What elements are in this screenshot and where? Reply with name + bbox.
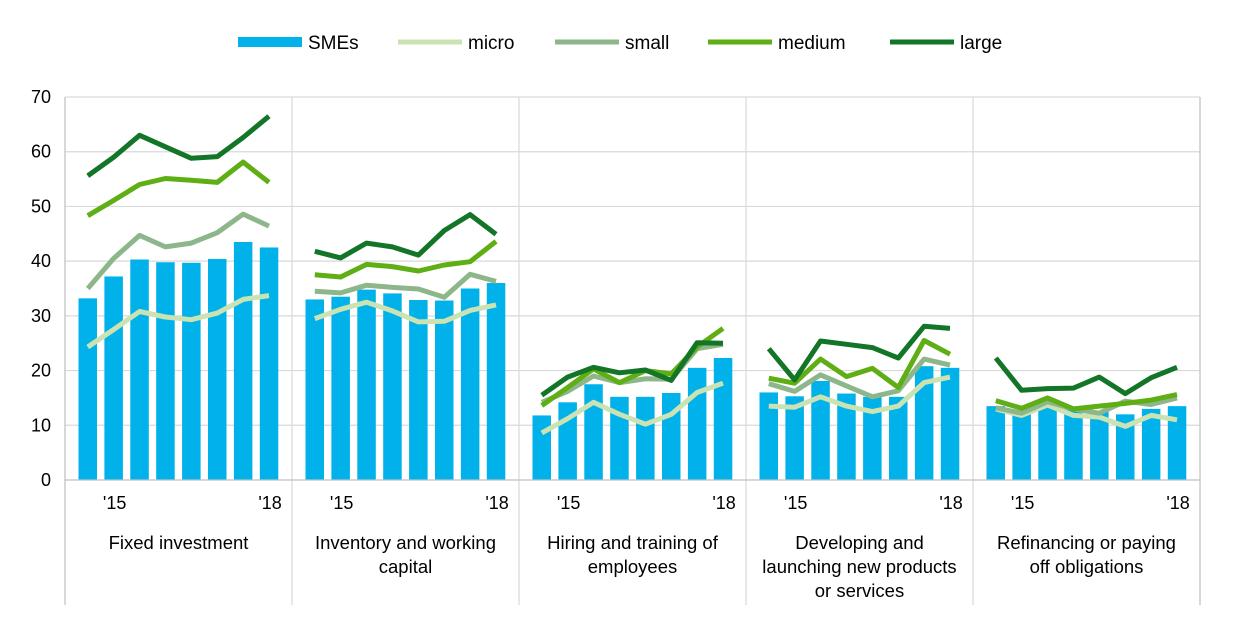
bar-smes-g2-p2 [331,296,350,480]
category-label-g1-line1: Fixed investment [109,532,249,553]
y-tick-label-50: 50 [31,196,51,216]
x-tick-label-g3-18: '18 [712,493,735,513]
legend-label-micro: micro [468,33,514,54]
category-label-g4-line1: Developing and [795,532,924,553]
bar-smes-g2-p4 [383,293,402,480]
legend-label-smes: SMEs [308,33,359,54]
bar-smes-g1-p8 [259,247,279,480]
line-medium-g4 [768,338,952,390]
bar-smes-g3-p5 [636,396,655,480]
bar-smes-g2-p6 [435,300,454,480]
line-micro-g2 [313,299,497,325]
bar-smes-g5-p6 [1116,414,1135,480]
category-label-g3-line1: Hiring and training of [547,532,719,553]
line-large-g3 [540,340,724,398]
bar-smes-g4-p1 [759,392,778,480]
axes [64,97,1201,605]
bar-smes-g2-p1 [305,299,324,480]
bar-smes-g4-p6 [889,396,908,480]
bar-smes-g5-p2 [1012,411,1031,480]
x-tick-label-g2-18: '18 [485,493,508,513]
line-large-g4 [766,323,951,383]
legend-label-large: large [960,33,1002,54]
bar-smes-g4-p5 [863,396,882,480]
bar-smes-g1-p2 [104,276,123,480]
x-tick-label-g5-15: '15 [1011,493,1034,513]
category-label-g3-line2: employees [588,556,677,577]
y-tick-label-70: 70 [31,87,51,107]
line-small-g2 [314,271,497,300]
category-label-g2-line1: Inventory and working [315,532,496,553]
bar-smes-g1-p3 [130,259,149,480]
x-tick-label-g1-15: '15 [103,493,126,513]
legend-label-medium: medium [778,33,846,54]
bar-smes-g1-p6 [208,258,227,480]
bar-smes-g2-p7 [460,288,480,480]
bar-smes-g1-p7 [233,241,253,480]
bars [78,241,1187,480]
y-tick-label-0: 0 [41,470,51,490]
line-medium-g5 [995,392,1178,412]
y-tick-label-20: 20 [31,361,51,381]
line-medium-g2 [314,239,498,280]
x-tick-label-g5-18: '18 [1166,493,1189,513]
line-small-g5 [995,395,1178,416]
line-large-g1 [86,114,271,178]
bar-smes-g4-p4 [837,393,856,480]
bar-smes-g2-p8 [486,283,506,480]
y-tick-label-40: 40 [31,251,51,271]
bar-smes-g2-p5 [409,299,428,480]
x-tick-label-g3-15: '15 [557,493,580,513]
category-label-g4-line2: launching new products [762,556,956,577]
line-micro-g3 [540,380,724,436]
line-small-g4 [768,356,951,400]
y-tick-label-10: 10 [31,415,51,435]
bar-smes-g1-p4 [156,262,175,480]
legend-label-small: small [625,33,669,54]
bar-smes-g3-p8 [713,357,733,480]
bar-smes-g5-p3 [1038,406,1057,480]
bar-smes-g4-p7 [914,366,934,480]
line-micro-g1 [86,293,270,350]
bar-smes-g1-p5 [182,262,201,480]
bar-smes-g4-p8 [940,367,960,480]
category-label-g2-line2: capital [379,556,432,577]
category-label-g5-line2: off obligations [1030,556,1144,577]
line-large-g5 [993,356,1178,397]
legend: SMEs micro small medium large [238,33,1002,54]
bar-smes-g4-p2 [785,396,804,480]
y-tick-label-60: 60 [31,142,51,162]
bar-smes-g4-p3 [811,380,830,480]
x-tick-label-g4-15: '15 [784,493,807,513]
bar-smes-g1-p1 [78,298,97,480]
x-tick-label-g4-18: '18 [939,493,962,513]
line-medium-g1 [86,159,271,218]
legend-swatch-smes [238,37,302,47]
bar-smes-g5-p4 [1064,408,1083,480]
bar-smes-g5-p7 [1141,408,1161,480]
bar-smes-g3-p7 [687,367,707,480]
labels: 0 10 20 30 40 50 60 70 '15 '18 '15 '18 '15 '18 '15 '18 '… [31,87,1190,601]
line-micro-g4 [768,374,951,415]
category-label-g4-line3: or services [815,580,904,601]
bar-smes-g3-p3 [584,384,603,480]
line-large-g2 [314,212,498,261]
line-small-g1 [85,211,271,291]
series-lines [85,114,1178,436]
x-tick-label-g1-18: '18 [258,493,281,513]
bar-smes-g5-p1 [986,406,1005,480]
bar-smes-g5-p5 [1090,411,1109,480]
bar-smes-g5-p8 [1167,406,1187,480]
bar-smes-g3-p1 [532,415,551,480]
category-label-g5-line1: Refinancing or paying [997,532,1176,553]
x-tick-label-g2-15: '15 [330,493,353,513]
bar-smes-g2-p3 [357,289,376,480]
y-tick-label-30: 30 [31,306,51,326]
